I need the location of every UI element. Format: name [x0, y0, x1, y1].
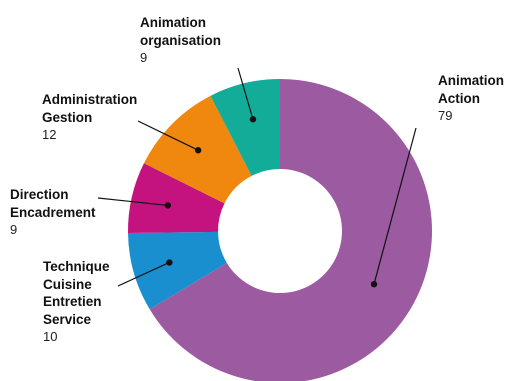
label-direction-encadrement-name: Direction Encadrement — [10, 187, 96, 220]
slice-technique-cuisine — [128, 231, 227, 310]
label-animation-action-value: 79 — [438, 108, 453, 123]
slice-direction-encadrement — [128, 163, 225, 234]
label-technique-cuisine-value: 10 — [43, 329, 58, 344]
leader-line-animation-organisation — [237, 67, 254, 120]
label-technique-cuisine-name: Technique Cuisine Entretien Service — [43, 259, 110, 327]
label-direction-encadrement-value: 9 — [10, 222, 18, 237]
label-animation-organisation-value: 9 — [140, 50, 148, 65]
label-animation-action: Animation Action 79 — [438, 72, 504, 125]
leader-dot-direction-encadrement — [164, 202, 172, 209]
leader-dot-animation-organisation — [249, 116, 257, 123]
leader-line-administration-gestion — [137, 120, 199, 151]
label-animation-action-name: Animation Action — [438, 73, 504, 106]
slice-animation-action — [149, 79, 432, 381]
label-animation-organisation: Animation organisation 9 — [140, 14, 221, 67]
label-direction-encadrement: Direction Encadrement 9 — [10, 186, 96, 239]
leader-line-animation-action — [373, 127, 417, 285]
leader-line-technique-cuisine — [117, 261, 170, 287]
leader-dot-technique-cuisine — [166, 259, 173, 266]
label-administration-gestion-name: Administration Gestion — [42, 92, 138, 125]
slice-animation-organisation — [210, 79, 280, 176]
label-administration-gestion: Administration Gestion 12 — [42, 91, 137, 144]
leader-dot-animation-action — [370, 280, 378, 288]
leader-dot-administration-gestion — [194, 147, 202, 154]
label-technique-cuisine: Technique Cuisine Entretien Service 10 — [43, 258, 110, 346]
label-animation-organisation-name: Animation organisation — [140, 15, 222, 48]
leader-line-direction-encadrement — [97, 197, 168, 207]
label-administration-gestion-value: 12 — [42, 127, 57, 142]
